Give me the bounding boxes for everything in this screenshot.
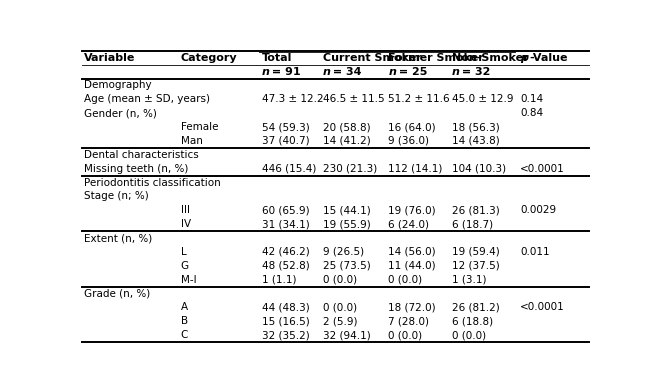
Text: Man: Man	[181, 136, 203, 146]
Text: 104 (10.3): 104 (10.3)	[452, 164, 506, 174]
Text: 18 (56.3): 18 (56.3)	[452, 122, 500, 132]
Text: -Value: -Value	[529, 53, 568, 63]
Text: III: III	[181, 205, 190, 215]
Text: 26 (81.3): 26 (81.3)	[452, 205, 500, 215]
Text: 0.84: 0.84	[520, 108, 543, 118]
Text: 14 (43.8): 14 (43.8)	[452, 136, 500, 146]
Text: = 25: = 25	[395, 66, 427, 76]
Text: A: A	[181, 302, 188, 312]
Text: Periodontitis classification: Periodontitis classification	[84, 178, 221, 188]
Text: 45.0 ± 12.9: 45.0 ± 12.9	[452, 94, 513, 104]
Text: <0.0001: <0.0001	[520, 164, 565, 174]
Text: 20 (58.8): 20 (58.8)	[322, 122, 370, 132]
Text: 12 (37.5): 12 (37.5)	[452, 261, 500, 271]
Text: 15 (16.5): 15 (16.5)	[262, 316, 309, 326]
Text: 31 (34.1): 31 (34.1)	[262, 219, 309, 229]
Text: 32 (35.2): 32 (35.2)	[262, 330, 309, 340]
Text: 44 (48.3): 44 (48.3)	[262, 302, 309, 312]
Text: 18 (72.0): 18 (72.0)	[388, 302, 436, 312]
Text: 0 (0.0): 0 (0.0)	[322, 302, 356, 312]
Text: 19 (76.0): 19 (76.0)	[388, 205, 436, 215]
Text: 446 (15.4): 446 (15.4)	[262, 164, 316, 174]
Text: 51.2 ± 11.6: 51.2 ± 11.6	[388, 94, 450, 104]
Text: 32 (94.1): 32 (94.1)	[322, 330, 370, 340]
Text: Grade (n, %): Grade (n, %)	[84, 288, 150, 298]
Text: 7 (28.0): 7 (28.0)	[388, 316, 430, 326]
Text: 47.3 ± 12.2: 47.3 ± 12.2	[262, 94, 323, 104]
Text: 11 (44.0): 11 (44.0)	[388, 261, 436, 271]
Text: 0 (0.0): 0 (0.0)	[388, 330, 422, 340]
Text: Current Smoker: Current Smoker	[322, 53, 421, 63]
Text: Stage (n; %): Stage (n; %)	[84, 191, 149, 201]
Text: n: n	[388, 66, 396, 76]
Text: 9 (36.0): 9 (36.0)	[388, 136, 430, 146]
Text: Total: Total	[262, 53, 292, 63]
Text: 2 (5.9): 2 (5.9)	[322, 316, 357, 326]
Text: = 34: = 34	[329, 66, 362, 76]
Text: C: C	[181, 330, 188, 340]
Text: 112 (14.1): 112 (14.1)	[388, 164, 443, 174]
Text: n: n	[322, 66, 330, 76]
Text: 6 (24.0): 6 (24.0)	[388, 219, 430, 229]
Text: 0.14: 0.14	[520, 94, 543, 104]
Text: 6 (18.7): 6 (18.7)	[452, 219, 493, 229]
Text: Variable: Variable	[84, 53, 135, 63]
Text: Female: Female	[181, 122, 218, 132]
Text: 25 (73.5): 25 (73.5)	[322, 261, 370, 271]
Text: 42 (46.2): 42 (46.2)	[262, 247, 309, 257]
Text: n: n	[452, 66, 460, 76]
Text: 14 (41.2): 14 (41.2)	[322, 136, 370, 146]
Text: 9 (26.5): 9 (26.5)	[322, 247, 364, 257]
Text: 16 (64.0): 16 (64.0)	[388, 122, 436, 132]
Text: 60 (65.9): 60 (65.9)	[262, 205, 309, 215]
Text: Missing teeth (n, %): Missing teeth (n, %)	[84, 164, 188, 174]
Text: 19 (59.4): 19 (59.4)	[452, 247, 500, 257]
Text: p: p	[520, 53, 528, 63]
Text: L: L	[181, 247, 186, 257]
Text: 15 (44.1): 15 (44.1)	[322, 205, 370, 215]
Text: 230 (21.3): 230 (21.3)	[322, 164, 377, 174]
Text: 0.0029: 0.0029	[520, 205, 557, 215]
Text: Gender (n, %): Gender (n, %)	[84, 108, 157, 118]
Text: 0.011: 0.011	[520, 247, 550, 257]
Text: M-I: M-I	[181, 274, 196, 284]
Text: Age (mean ± SD, years): Age (mean ± SD, years)	[84, 94, 211, 104]
Text: Former Smoker: Former Smoker	[388, 53, 484, 63]
Text: Dental characteristics: Dental characteristics	[84, 150, 199, 160]
Text: <0.0001: <0.0001	[520, 302, 565, 312]
Text: 1 (1.1): 1 (1.1)	[262, 274, 296, 284]
Text: 1 (3.1): 1 (3.1)	[452, 274, 487, 284]
Text: 48 (52.8): 48 (52.8)	[262, 261, 309, 271]
Text: 6 (18.8): 6 (18.8)	[452, 316, 493, 326]
Text: n: n	[262, 66, 269, 76]
Text: 37 (40.7): 37 (40.7)	[262, 136, 309, 146]
Text: 0 (0.0): 0 (0.0)	[388, 274, 422, 284]
Text: 54 (59.3): 54 (59.3)	[262, 122, 309, 132]
Text: Extent (n, %): Extent (n, %)	[84, 233, 152, 243]
Text: 46.5 ± 11.5: 46.5 ± 11.5	[322, 94, 384, 104]
Text: Non-Smoker: Non-Smoker	[452, 53, 528, 63]
Text: 19 (55.9): 19 (55.9)	[322, 219, 370, 229]
Text: = 32: = 32	[458, 66, 490, 76]
Text: 0 (0.0): 0 (0.0)	[322, 274, 356, 284]
Text: = 91: = 91	[268, 66, 301, 76]
Text: Demography: Demography	[84, 80, 152, 90]
Text: G: G	[181, 261, 189, 271]
Text: 26 (81.2): 26 (81.2)	[452, 302, 500, 312]
Text: IV: IV	[181, 219, 191, 229]
Text: B: B	[181, 316, 188, 326]
Text: Category: Category	[181, 53, 237, 63]
Text: 0 (0.0): 0 (0.0)	[452, 330, 486, 340]
Text: 14 (56.0): 14 (56.0)	[388, 247, 436, 257]
